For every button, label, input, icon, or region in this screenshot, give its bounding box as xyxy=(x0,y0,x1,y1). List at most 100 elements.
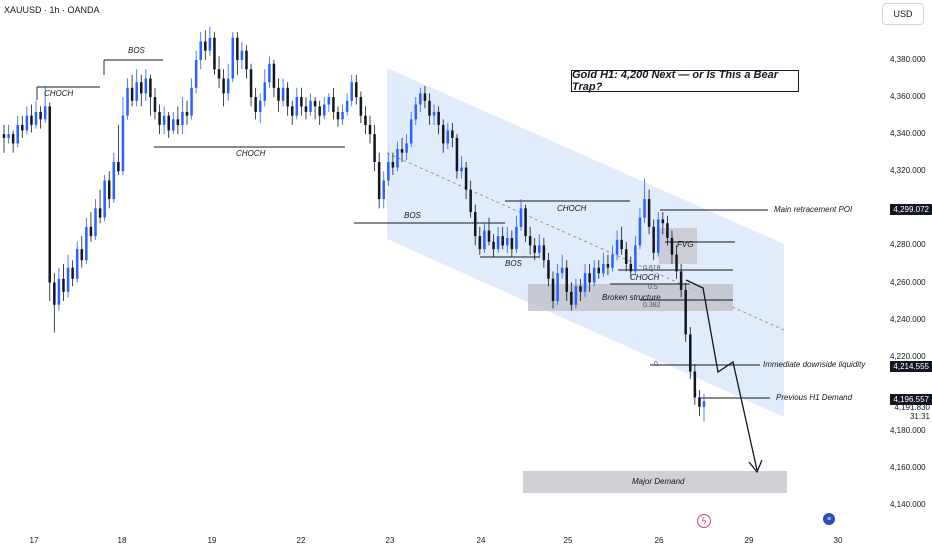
candle-body xyxy=(281,87,285,101)
candle-body xyxy=(414,104,418,120)
candle-body xyxy=(405,143,408,153)
y-tick-label: 4,160.000 xyxy=(890,462,926,472)
flag-icon[interactable]: ≡ xyxy=(823,513,835,525)
candle-body xyxy=(121,115,125,172)
label-choch-2: CHOCH xyxy=(236,149,266,158)
candle-body xyxy=(21,124,24,131)
x-tick-label: 19 xyxy=(207,536,217,545)
label-choch-3: CHOCH xyxy=(557,204,587,213)
y-tick-label: 4,140.000 xyxy=(890,500,926,509)
candle-body xyxy=(350,82,353,101)
candle-body xyxy=(290,106,294,116)
x-tick-label: 22 xyxy=(296,536,306,545)
candle-body xyxy=(684,289,687,335)
currency-button[interactable]: USD xyxy=(882,3,924,25)
candle-body xyxy=(437,111,440,125)
candle-body xyxy=(341,111,344,120)
candle-body xyxy=(144,78,148,94)
candle-body xyxy=(336,111,340,120)
candle-body xyxy=(80,249,84,261)
candle-body xyxy=(43,106,47,120)
chart-title: Gold H1: 4,200 Next — or Is This a Bear … xyxy=(571,69,799,93)
candle-body xyxy=(130,87,134,101)
candle-body xyxy=(309,100,312,112)
candle-body xyxy=(167,115,170,131)
candle-body xyxy=(428,100,431,116)
candle-body xyxy=(112,161,116,200)
candle-body xyxy=(194,60,198,88)
candle-body xyxy=(75,249,79,279)
candle-body xyxy=(675,254,678,272)
x-tick-label: 23 xyxy=(385,536,395,545)
fib-05: 0.5 xyxy=(648,284,658,291)
candle-body xyxy=(11,134,15,144)
candle-body xyxy=(565,267,569,292)
candle-body xyxy=(624,249,628,264)
candle-body xyxy=(254,97,257,112)
candle-body xyxy=(313,100,317,107)
candle-body xyxy=(240,50,244,60)
label-bos-3: BOS xyxy=(505,259,522,268)
major-demand-zone xyxy=(523,471,787,493)
candle-body xyxy=(89,226,93,237)
candle-body xyxy=(588,273,591,283)
fvg-zone xyxy=(659,228,697,264)
candle-body xyxy=(469,189,472,213)
y-tick-label: 4,340.000 xyxy=(890,129,926,139)
candle-body xyxy=(528,236,532,246)
candle-body xyxy=(419,93,422,105)
candle-body xyxy=(533,245,536,253)
candle-body xyxy=(57,278,61,305)
structure-lines xyxy=(36,59,770,399)
y-tick-label: 4,380.000 xyxy=(890,55,926,64)
candle-body xyxy=(460,167,463,172)
candle-body xyxy=(107,180,111,200)
fib-0382: 0.382 xyxy=(643,302,661,309)
candle-body xyxy=(693,371,697,398)
x-tick-label: 30 xyxy=(833,536,843,545)
candle-body xyxy=(556,273,559,302)
candle-body xyxy=(698,397,701,407)
candle-body xyxy=(208,37,212,51)
candle-body xyxy=(506,238,509,246)
candle-body xyxy=(359,97,363,116)
candle-body xyxy=(629,263,633,272)
candle-body xyxy=(176,119,180,125)
candle-body xyxy=(172,119,175,131)
candle-body xyxy=(94,208,97,237)
candle-body xyxy=(345,100,349,112)
candle-body xyxy=(382,180,385,200)
candle-body xyxy=(185,111,189,116)
candle-body xyxy=(396,149,399,168)
price-label: 4,196.557 xyxy=(890,394,932,406)
x-tick-label: 17 xyxy=(29,536,39,545)
candle-body xyxy=(492,241,495,250)
candle-body xyxy=(222,78,225,94)
candle-body xyxy=(268,63,271,83)
candle-body xyxy=(391,161,395,168)
candle-body xyxy=(2,134,6,138)
candle-body xyxy=(34,111,38,125)
candle-body xyxy=(85,226,88,261)
flash-icon[interactable]: ϟ xyxy=(697,514,711,528)
candle-body xyxy=(300,97,303,107)
candle-body xyxy=(432,111,436,116)
candle-body xyxy=(217,69,221,79)
y-tick-label: 4,220.000 xyxy=(890,351,926,361)
x-tick-label: 26 xyxy=(654,536,664,545)
candle-body xyxy=(204,41,207,51)
candle-body xyxy=(689,334,692,372)
candle-body xyxy=(702,401,706,407)
candle-body xyxy=(583,273,587,292)
candle-body xyxy=(213,37,216,70)
candle-body xyxy=(323,104,326,116)
candle-body xyxy=(592,267,596,283)
candle-body xyxy=(355,82,358,98)
label-fvg: FVG xyxy=(677,240,694,249)
candle-body xyxy=(181,111,184,125)
candle-body xyxy=(501,236,504,246)
candle-body xyxy=(483,230,486,250)
candles xyxy=(2,26,706,422)
label-bos-1: BOS xyxy=(128,46,145,55)
